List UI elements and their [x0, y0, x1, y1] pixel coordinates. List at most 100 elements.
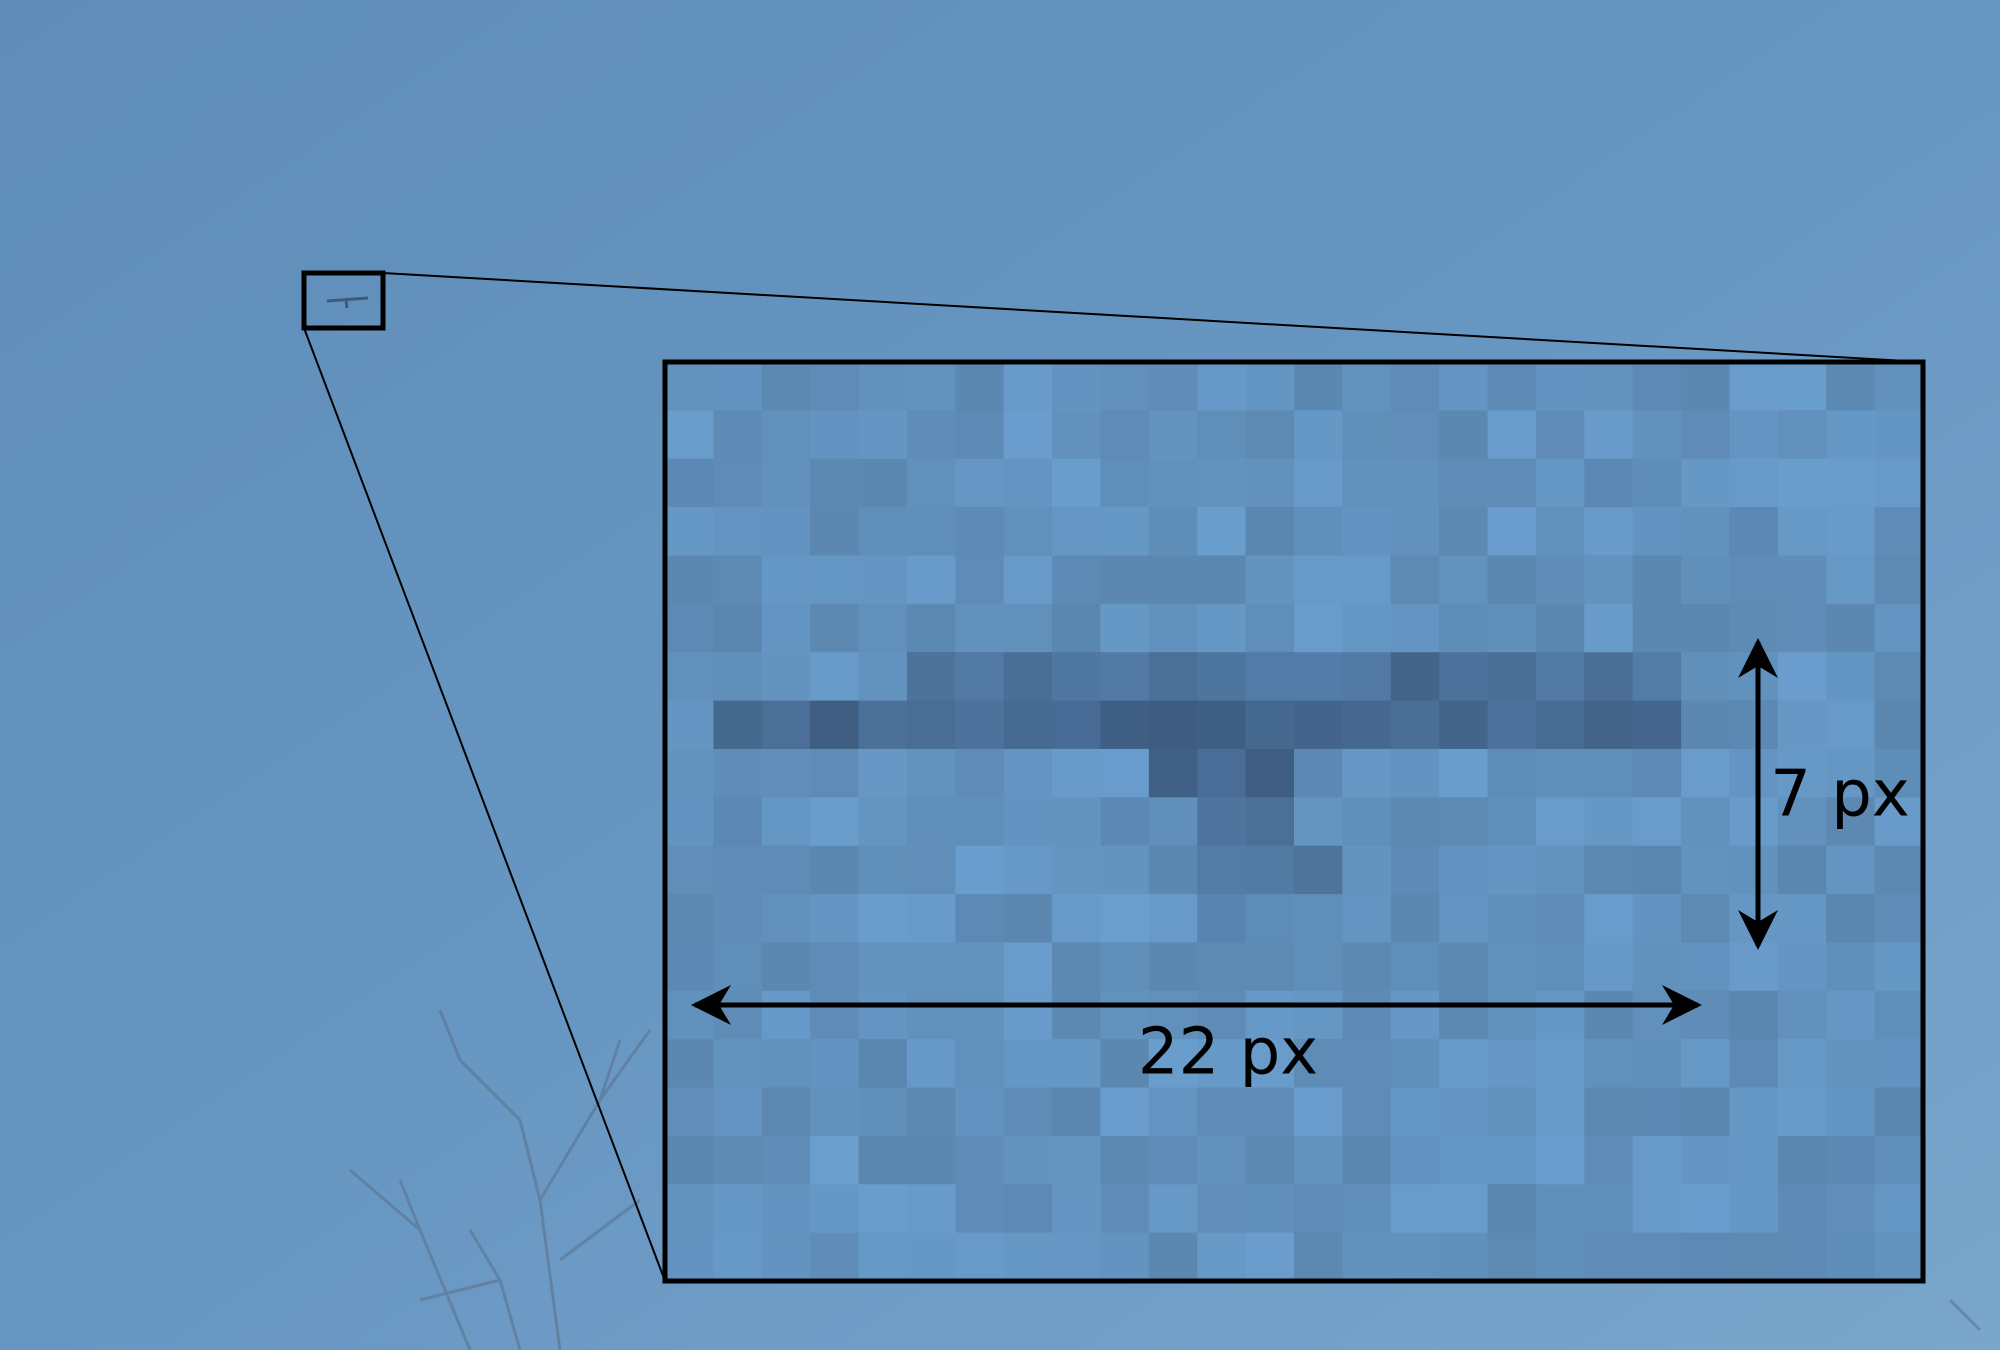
pixel-cell — [1294, 942, 1343, 992]
pixel-cell — [761, 458, 811, 508]
pixel-cell — [810, 700, 860, 750]
pixel-cell — [1390, 362, 1440, 411]
pixel-cell — [1100, 507, 1150, 556]
pixel-cell — [1535, 894, 1585, 943]
pixel-cell — [1197, 797, 1247, 847]
pixel-cell — [1342, 845, 1392, 895]
pixel-cell — [1100, 1135, 1150, 1185]
pixel-cell — [1342, 1135, 1392, 1185]
pixel-cell — [1487, 700, 1537, 750]
pixel-cell — [761, 555, 811, 605]
pixel-cell — [665, 507, 714, 556]
pixel-cell — [858, 845, 908, 895]
pixel-cell — [1487, 458, 1537, 508]
pixel-cell — [1148, 1135, 1198, 1185]
pixel-cell — [955, 1232, 1005, 1282]
tiny-bird — [326, 296, 369, 309]
pixel-cell — [665, 652, 714, 702]
pixel-cell — [1148, 894, 1198, 943]
pixel-cell — [1342, 1184, 1392, 1234]
pixel-cell — [1874, 1087, 1924, 1137]
pixel-cell — [906, 845, 956, 895]
pixel-cell — [1632, 942, 1682, 992]
pixel-cell — [955, 797, 1005, 847]
pixel-cell — [1632, 748, 1682, 798]
pixel-cell — [1826, 603, 1876, 653]
pixel-cell — [1826, 555, 1876, 605]
zoom-connector — [303, 327, 666, 1282]
pixel-cell — [1439, 894, 1489, 943]
pixel-cell — [1729, 410, 1779, 460]
pixel-cell — [1294, 894, 1343, 943]
pixel-cell — [1052, 700, 1101, 750]
pixel-cell — [1052, 1184, 1101, 1234]
pixel-cell — [1874, 942, 1924, 992]
pixel-cell — [1052, 1232, 1101, 1282]
pixel-cell — [1826, 942, 1876, 992]
pixel-cell — [1294, 507, 1343, 556]
pixel-cell — [1874, 700, 1924, 750]
pixel-cell — [1390, 1039, 1440, 1089]
pixel-cell — [1100, 797, 1150, 847]
pixel-cell — [1584, 1087, 1634, 1137]
pixel-cell — [1390, 894, 1440, 943]
pixel-cell — [1245, 410, 1295, 460]
pixel-cell — [1584, 652, 1634, 702]
pixel-cell — [1874, 845, 1924, 895]
pixel-cell — [1148, 1087, 1198, 1137]
pixel-cell — [858, 942, 908, 992]
pixel-cell — [1535, 555, 1585, 605]
pixel-cell — [1197, 1184, 1247, 1234]
pixel-cell — [1777, 1039, 1827, 1089]
pixel-cell — [1632, 555, 1682, 605]
pixel-cell — [1535, 1135, 1585, 1185]
pixel-cell — [713, 652, 763, 702]
pixel-cell — [1342, 362, 1392, 411]
pixel-cell — [1874, 797, 1924, 847]
pixel-cell — [1487, 894, 1537, 943]
pixel-cell — [761, 603, 811, 653]
pixel-cell — [1826, 797, 1876, 847]
pixel-cell — [1003, 507, 1053, 556]
pixel-cell — [665, 845, 714, 895]
pixel-cell — [1584, 942, 1634, 992]
pixel-cell — [858, 1184, 908, 1234]
pixel-cell — [1342, 458, 1392, 508]
pixel-cell — [810, 845, 860, 895]
pixel-cell — [1681, 1135, 1730, 1185]
pixel-cell — [906, 1039, 956, 1089]
pixel-cell — [906, 1232, 956, 1282]
pixel-cell — [1681, 700, 1730, 750]
pixel-cell — [1197, 555, 1247, 605]
pixel-cell — [1245, 797, 1295, 847]
pixel-cell — [761, 845, 811, 895]
pixel-cell — [1148, 362, 1198, 411]
pixel-cell — [810, 748, 860, 798]
pixel-cell — [1294, 1184, 1343, 1234]
pixel-cell — [1003, 1135, 1053, 1185]
pixel-cell — [1439, 990, 1489, 1040]
pixel-cell — [1681, 410, 1730, 460]
pixel-cell — [1874, 362, 1924, 411]
pixel-cell — [1003, 652, 1053, 702]
pixel-cell — [810, 652, 860, 702]
pixel-cell — [1777, 1184, 1827, 1234]
pixel-cell — [1487, 942, 1537, 992]
pixel-cell — [713, 362, 763, 411]
pixel-cell — [1826, 748, 1876, 798]
pixel-cell — [1632, 700, 1682, 750]
pixel-cell — [1584, 410, 1634, 460]
pixel-cell — [1487, 1087, 1537, 1137]
pixel-cell — [1439, 507, 1489, 556]
pixel-cell — [1390, 555, 1440, 605]
pixel-cell — [1148, 1232, 1198, 1282]
pixel-cell — [1632, 507, 1682, 556]
pixel-cell — [665, 748, 714, 798]
pixel-cell — [1729, 845, 1779, 895]
pixel-cell — [955, 507, 1005, 556]
pixel-cell — [1729, 1135, 1779, 1185]
pixel-cell — [955, 1184, 1005, 1234]
pixel-cell — [858, 507, 908, 556]
pixel-cell — [1777, 990, 1827, 1040]
pixel-cell — [1197, 1232, 1247, 1282]
